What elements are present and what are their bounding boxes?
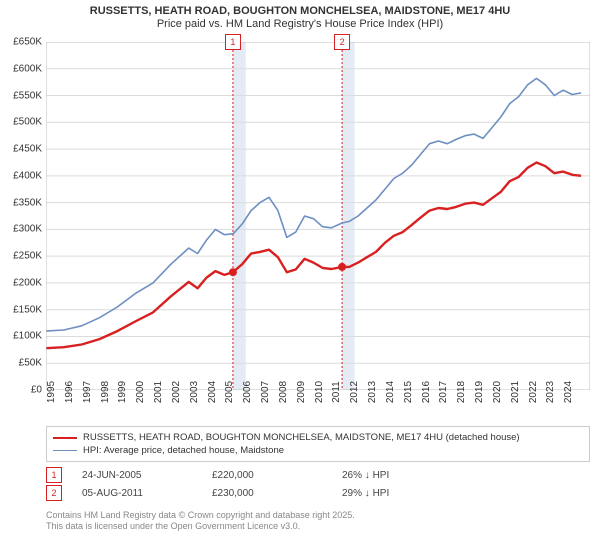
y-tick-label: £450K [13,144,42,155]
y-tick-label: £300K [13,224,42,235]
x-tick-label: 2021 [510,381,521,403]
x-tick-label: 1997 [82,381,93,403]
x-tick-label: 1995 [46,381,57,403]
x-tick-label: 2002 [171,381,182,403]
x-tick-label: 2004 [207,381,218,403]
y-tick-label: £200K [13,277,42,288]
sale-price: £230,000 [212,488,342,499]
x-tick-label: 2018 [456,381,467,403]
x-tick-label: 2007 [260,381,271,403]
legend: RUSSETTS, HEATH ROAD, BOUGHTON MONCHELSE… [46,426,590,462]
chart-title: RUSSETTS, HEATH ROAD, BOUGHTON MONCHELSE… [0,0,600,18]
sale-row: 1 24-JUN-2005£220,00026% ↓ HPI [46,466,389,484]
sale-marker-icon: 1 [46,467,62,483]
legend-label: RUSSETTS, HEATH ROAD, BOUGHTON MONCHELSE… [83,432,583,443]
footer-line2: This data is licensed under the Open Gov… [46,521,355,532]
x-tick-label: 2019 [474,381,485,403]
x-tick-label: 2003 [189,381,200,403]
x-tick-label: 2009 [296,381,307,403]
y-tick-label: £500K [13,117,42,128]
x-tick-label: 2001 [153,381,164,403]
chart-svg [46,42,590,390]
footer-attribution: Contains HM Land Registry data © Crown c… [46,510,355,533]
x-tick-label: 2012 [349,381,360,403]
series-hpi [46,78,581,331]
x-tick-label: 2013 [367,381,378,403]
footer-line1: Contains HM Land Registry data © Crown c… [46,510,355,521]
sale-row: 2 05-AUG-2011£230,00029% ↓ HPI [46,484,389,502]
x-tick-label: 2011 [331,381,342,403]
x-tick-label: 2000 [135,381,146,403]
y-tick-label: £100K [13,331,42,342]
legend-line-icon [53,450,77,451]
sales-table: 1 24-JUN-2005£220,00026% ↓ HPI 2 05-AUG-201… [46,466,389,502]
x-tick-label: 1996 [64,381,75,403]
sale-delta: 29% ↓ HPI [342,488,389,499]
x-tick-label: 2005 [224,381,235,403]
x-tick-label: 2017 [438,381,449,403]
x-tick-label: 2023 [545,381,556,403]
x-tick-label: 1999 [117,381,128,403]
y-tick-label: £400K [13,170,42,181]
legend-item: HPI: Average price, detached house, Maid… [53,444,583,457]
y-tick-label: £600K [13,63,42,74]
sale-date: 24-JUN-2005 [82,470,212,481]
y-tick-label: £0 [31,385,42,396]
y-tick-label: £650K [13,37,42,48]
y-tick-label: £50K [19,358,42,369]
series-price_paid [46,163,581,349]
x-tick-label: 2006 [242,381,253,403]
x-tick-label: 2024 [563,381,574,403]
x-tick-label: 2010 [314,381,325,403]
legend-label: HPI: Average price, detached house, Maid… [83,445,583,456]
y-tick-label: £350K [13,197,42,208]
sale-delta: 26% ↓ HPI [342,470,389,481]
x-tick-label: 1998 [100,381,111,403]
y-tick-label: £250K [13,251,42,262]
x-tick-label: 2015 [403,381,414,403]
sale-price: £220,000 [212,470,342,481]
x-tick-label: 2020 [492,381,503,403]
y-tick-label: £150K [13,304,42,315]
legend-item: RUSSETTS, HEATH ROAD, BOUGHTON MONCHELSE… [53,431,583,444]
x-tick-label: 2008 [278,381,289,403]
chart-plot-area: £0£50K£100K£150K£200K£250K£300K£350K£400… [46,42,590,390]
x-tick-label: 2022 [528,381,539,403]
sale-date: 05-AUG-2011 [82,488,212,499]
sale-marker-label: 2 [334,34,350,50]
sale-marker-label: 1 [225,34,241,50]
x-tick-label: 2016 [421,381,432,403]
sale-marker-icon: 2 [46,485,62,501]
legend-line-icon [53,437,77,439]
chart-subtitle: Price paid vs. HM Land Registry's House … [0,18,600,32]
x-tick-label: 2014 [385,381,396,403]
y-tick-label: £550K [13,90,42,101]
